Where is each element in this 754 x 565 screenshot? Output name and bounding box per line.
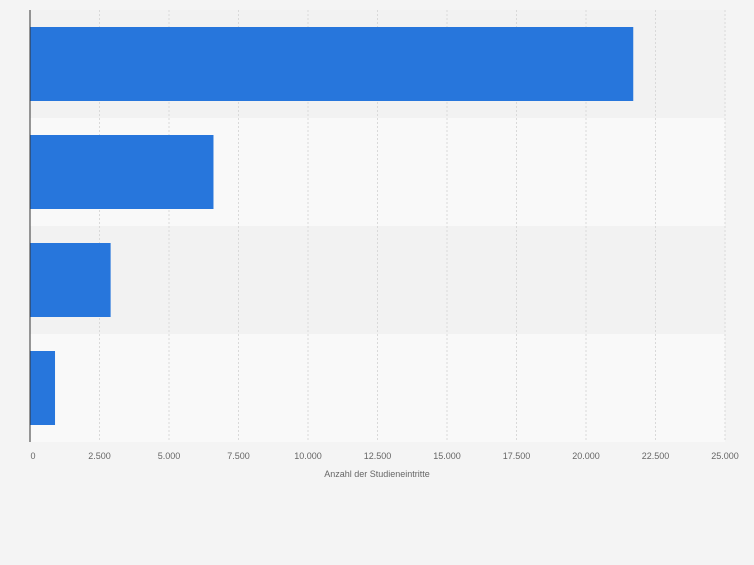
x-tick-label: 22.500	[642, 451, 670, 461]
x-tick-label: 12.500	[364, 451, 392, 461]
bars	[30, 27, 634, 425]
x-tick-label: 10.000	[294, 451, 322, 461]
x-axis-label: Anzahl der Studieneintritte	[324, 469, 430, 479]
bar	[30, 135, 214, 209]
x-tick-label: 25.000	[711, 451, 739, 461]
x-tick-label: 20.000	[572, 451, 600, 461]
x-tick-label: 17.500	[503, 451, 531, 461]
x-tick-label: 0	[30, 451, 35, 461]
x-tick-labels: 0 2.500 5.000 7.500 10.000 12.500 15.000 17.500…	[30, 451, 738, 461]
bar	[30, 243, 111, 317]
x-tick-label: 5.000	[158, 451, 181, 461]
x-tick-label: 2.500	[88, 451, 111, 461]
bar	[30, 351, 56, 425]
bar	[30, 27, 634, 101]
x-tick-label: 7.500	[227, 451, 250, 461]
x-tick-label: 15.000	[433, 451, 461, 461]
